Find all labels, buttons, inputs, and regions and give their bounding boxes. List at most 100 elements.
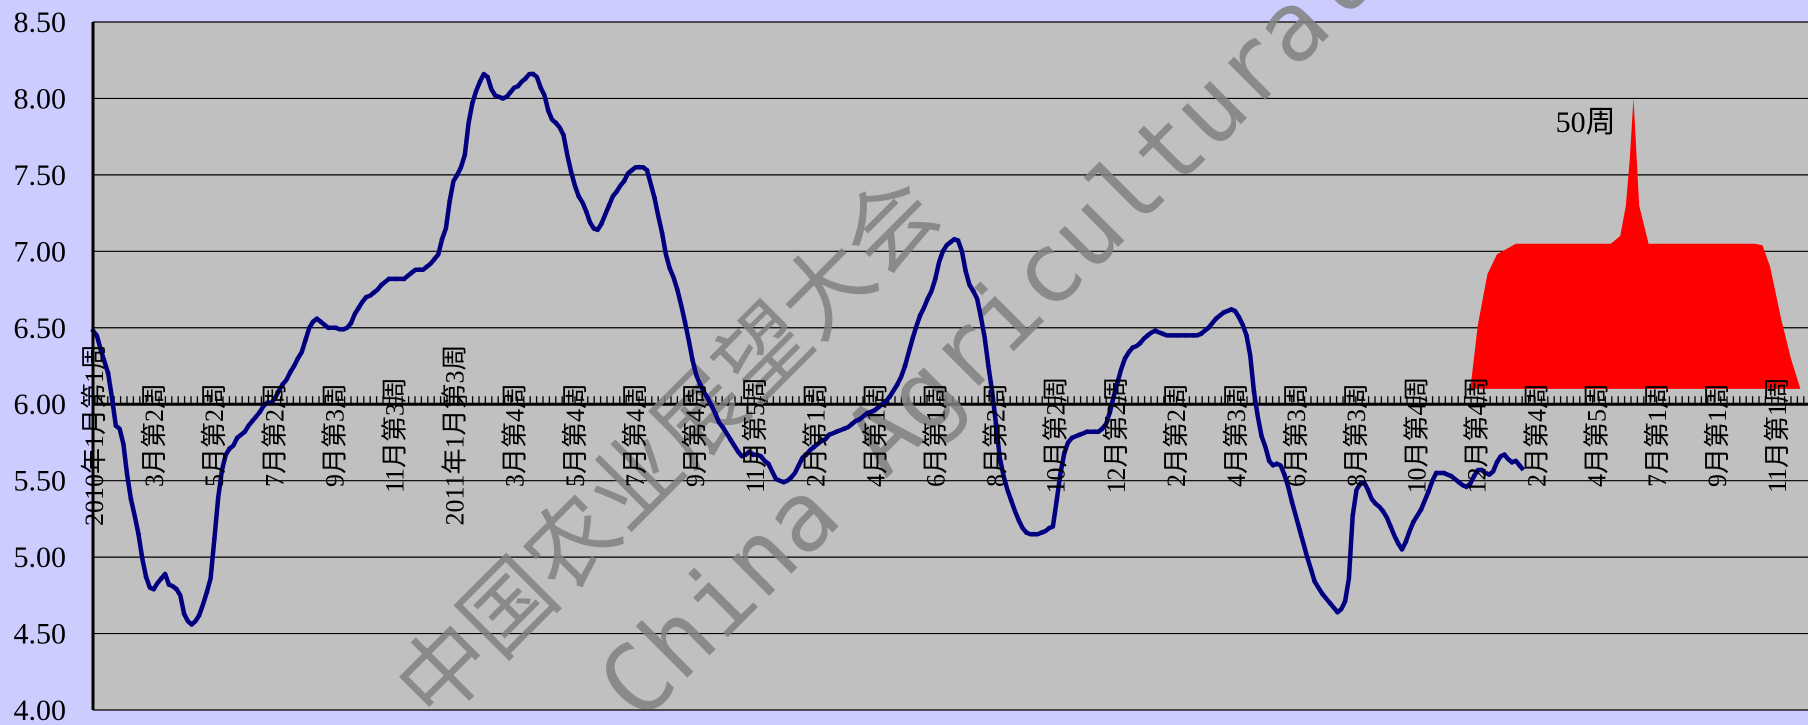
- y-tick-label: 4.00: [14, 694, 67, 725]
- data-point: [1509, 459, 1515, 465]
- data-point: [553, 120, 559, 126]
- x-tick-label: 11月第3周: [381, 377, 410, 493]
- data-point: [439, 236, 445, 242]
- data-point: [1312, 579, 1318, 584]
- data-point: [720, 424, 726, 430]
- data-point: [1244, 333, 1249, 338]
- data-point: [325, 325, 331, 331]
- data-point: [196, 612, 202, 618]
- y-tick-label: 6.00: [14, 388, 67, 421]
- data-point: [583, 209, 589, 215]
- data-point: [788, 475, 794, 480]
- data-point: [394, 276, 399, 282]
- data-point: [887, 394, 893, 399]
- reference-line-6: [93, 396, 1808, 406]
- data-point: [826, 432, 832, 438]
- data-point: [1357, 481, 1363, 487]
- data-point: [1054, 498, 1060, 503]
- data-point: [1130, 345, 1135, 351]
- data-point: [1039, 530, 1044, 535]
- data-point: [272, 395, 278, 401]
- data-point: [462, 152, 468, 158]
- data-point: [409, 270, 415, 276]
- data-point: [265, 400, 270, 406]
- data-point: [242, 429, 248, 435]
- data-point: [1456, 479, 1462, 485]
- data-point: [151, 586, 157, 592]
- data-point: [447, 198, 453, 204]
- data-point: [189, 622, 195, 627]
- data-point: [1380, 508, 1386, 514]
- data-point: [1259, 433, 1264, 439]
- data-point: [1289, 499, 1295, 505]
- x-tick-label: 9月第3周: [320, 383, 349, 487]
- data-point: [1486, 472, 1492, 477]
- data-point: [181, 611, 187, 617]
- data-point: [690, 357, 695, 363]
- data-point: [750, 452, 756, 458]
- data-point: [766, 461, 771, 467]
- data-point: [591, 226, 597, 231]
- data-point: [545, 108, 551, 114]
- data-point: [1107, 409, 1113, 415]
- x-tick-label: 3月第4周: [501, 383, 530, 487]
- x-tick-label: 9月第4周: [681, 383, 710, 487]
- data-point: [561, 132, 566, 138]
- data-point: [1077, 432, 1082, 438]
- data-point: [917, 313, 923, 318]
- data-point: [614, 189, 619, 195]
- data-point: [811, 444, 817, 450]
- data-point: [1099, 426, 1105, 432]
- y-tick-label: 7.50: [14, 159, 67, 192]
- data-point: [621, 178, 627, 184]
- data-point: [978, 314, 984, 320]
- data-point: [401, 276, 407, 282]
- data-point: [1418, 507, 1424, 513]
- x-tick-label: 8月第3周: [1342, 383, 1371, 487]
- data-point: [492, 93, 498, 98]
- data-point: [280, 381, 286, 387]
- data-point: [356, 305, 361, 311]
- data-point: [606, 203, 612, 208]
- data-point: [697, 381, 703, 387]
- data-point: [955, 238, 961, 244]
- data-point: [1024, 530, 1029, 535]
- data-point: [1008, 498, 1014, 503]
- data-point: [98, 346, 103, 352]
- data-point: [682, 319, 688, 325]
- data-point: [773, 476, 779, 482]
- data-point: [386, 276, 392, 282]
- data-point: [667, 265, 673, 271]
- y-axis-ticks: 8.50 8.00 7.50 7.00 6.50 6.00 5.50 5.00 4.50 4.00: [14, 6, 67, 725]
- x-tick-label: 4月第3周: [1222, 383, 1251, 487]
- x-tick-label: 3月第2周: [140, 383, 169, 487]
- data-point: [174, 586, 179, 592]
- data-point: [910, 336, 915, 341]
- data-point: [318, 319, 324, 325]
- x-tick-label: 7月第2周: [260, 383, 289, 487]
- data-point: [1175, 333, 1181, 338]
- data-point: [819, 438, 824, 444]
- y-tick-label: 7.00: [14, 235, 67, 268]
- data-point: [1395, 541, 1401, 546]
- data-point: [1373, 501, 1378, 506]
- data-point: [599, 221, 604, 227]
- data-point: [1426, 489, 1431, 494]
- data-point: [1092, 429, 1098, 435]
- data-point: [758, 453, 764, 459]
- data-point: [576, 193, 582, 199]
- data-point: [121, 441, 126, 447]
- data-point: [1342, 599, 1348, 604]
- data-point: [1251, 389, 1257, 395]
- y-tick-label: 4.50: [14, 618, 67, 651]
- data-point: [136, 531, 141, 537]
- y-tick-label: 6.50: [14, 312, 67, 345]
- data-point: [849, 421, 855, 427]
- x-tick-label: 10月第2周: [1042, 376, 1071, 493]
- reference-line-ticks: [94, 396, 1805, 405]
- data-point: [637, 164, 642, 170]
- data-point: [1153, 328, 1158, 334]
- data-point: [1168, 333, 1173, 338]
- data-point: [963, 268, 969, 274]
- highlight-label: 50周: [1556, 106, 1616, 139]
